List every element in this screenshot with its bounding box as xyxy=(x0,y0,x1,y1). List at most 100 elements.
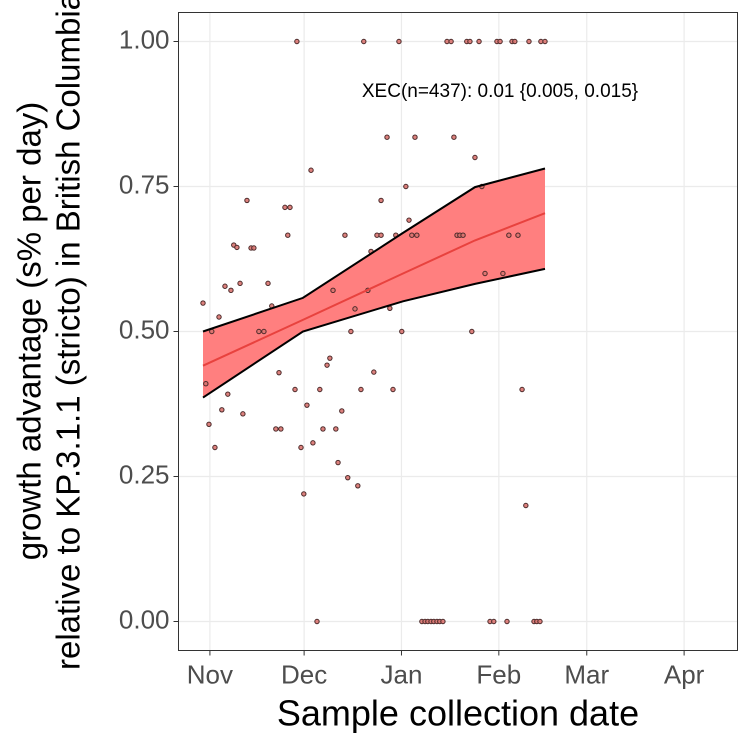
x-tick-label: Dec xyxy=(281,659,327,689)
point xyxy=(285,232,291,238)
y-tick-label: 1.00 xyxy=(119,24,170,54)
band-upper xyxy=(202,167,546,333)
point xyxy=(251,245,257,251)
point xyxy=(361,38,367,45)
point xyxy=(467,38,473,45)
point xyxy=(399,328,405,335)
point xyxy=(330,287,336,294)
point xyxy=(206,421,212,427)
point xyxy=(294,38,300,45)
point xyxy=(506,232,512,238)
band-lower xyxy=(202,267,546,399)
point xyxy=(225,391,231,397)
y-tick-label: 0.00 xyxy=(119,604,170,634)
point xyxy=(324,362,330,368)
point xyxy=(406,217,412,223)
x-tick-label: Nov xyxy=(187,659,233,689)
point xyxy=(414,232,420,238)
x-tick-label: Apr xyxy=(664,659,705,689)
point xyxy=(371,369,377,375)
point xyxy=(497,38,503,45)
point xyxy=(526,38,532,45)
point xyxy=(261,328,267,335)
point xyxy=(378,232,384,238)
point xyxy=(314,618,320,625)
point xyxy=(320,426,326,432)
point xyxy=(327,355,333,361)
point xyxy=(240,411,246,417)
point xyxy=(348,328,354,335)
x-tick-label: Jan xyxy=(381,659,423,689)
point xyxy=(409,232,415,238)
point xyxy=(342,232,348,238)
point xyxy=(352,306,358,312)
point xyxy=(519,386,525,393)
point xyxy=(345,474,351,481)
point xyxy=(512,38,518,45)
point xyxy=(537,618,543,625)
point xyxy=(278,426,284,432)
point xyxy=(228,287,234,294)
axes: 0.00 0.25 0.50 0.75 1.00 Nov Dec Jan Feb Mar Apr xyxy=(119,24,705,689)
point xyxy=(237,280,243,287)
y-axis-label: growth advantage (s% per day) xyxy=(11,102,48,561)
point xyxy=(276,369,282,376)
point xyxy=(200,300,206,306)
x-axis-label: Sample collection date xyxy=(277,693,639,734)
point xyxy=(292,386,298,393)
point xyxy=(335,459,341,466)
point xyxy=(219,407,225,413)
point xyxy=(491,618,497,625)
point xyxy=(273,426,279,432)
point xyxy=(308,167,314,173)
point xyxy=(301,491,307,497)
point xyxy=(523,502,529,509)
point xyxy=(469,328,475,335)
point xyxy=(460,232,466,238)
y-tick-label: 0.75 xyxy=(119,169,170,199)
point xyxy=(355,483,361,489)
point xyxy=(500,270,506,277)
point xyxy=(396,38,402,45)
marks xyxy=(200,38,548,625)
point xyxy=(412,134,418,140)
point xyxy=(282,204,288,211)
point xyxy=(378,197,384,204)
point xyxy=(440,618,446,625)
point xyxy=(339,408,345,414)
point xyxy=(542,38,548,45)
y-axis-label: relative to KP.3.1.1 (stricto) in Britis… xyxy=(50,0,87,670)
point xyxy=(287,204,293,211)
point xyxy=(216,314,222,320)
point xyxy=(515,232,521,238)
point xyxy=(304,402,310,408)
x-tick-label: Mar xyxy=(564,659,609,689)
point xyxy=(256,328,262,335)
point xyxy=(482,270,488,277)
point xyxy=(265,280,271,287)
y-tick-label: 0.50 xyxy=(119,314,170,344)
x-tick-label: Feb xyxy=(476,659,521,689)
point xyxy=(390,386,396,393)
annotation: XEC(n=437): 0.01 {0.005, 0.015} xyxy=(362,81,638,102)
point xyxy=(244,197,250,204)
point xyxy=(451,134,457,140)
point xyxy=(384,134,390,140)
point xyxy=(234,244,240,251)
point xyxy=(310,440,316,446)
fit-line xyxy=(202,212,546,367)
point xyxy=(222,283,228,289)
point xyxy=(333,426,339,432)
point xyxy=(358,386,364,393)
point xyxy=(212,444,218,451)
y-tick-label: 0.25 xyxy=(119,459,170,489)
point xyxy=(203,381,209,387)
point xyxy=(476,38,482,45)
point xyxy=(472,154,478,161)
point xyxy=(504,618,510,625)
point xyxy=(403,183,409,190)
point xyxy=(298,444,304,451)
point xyxy=(317,386,323,393)
point xyxy=(448,38,454,45)
